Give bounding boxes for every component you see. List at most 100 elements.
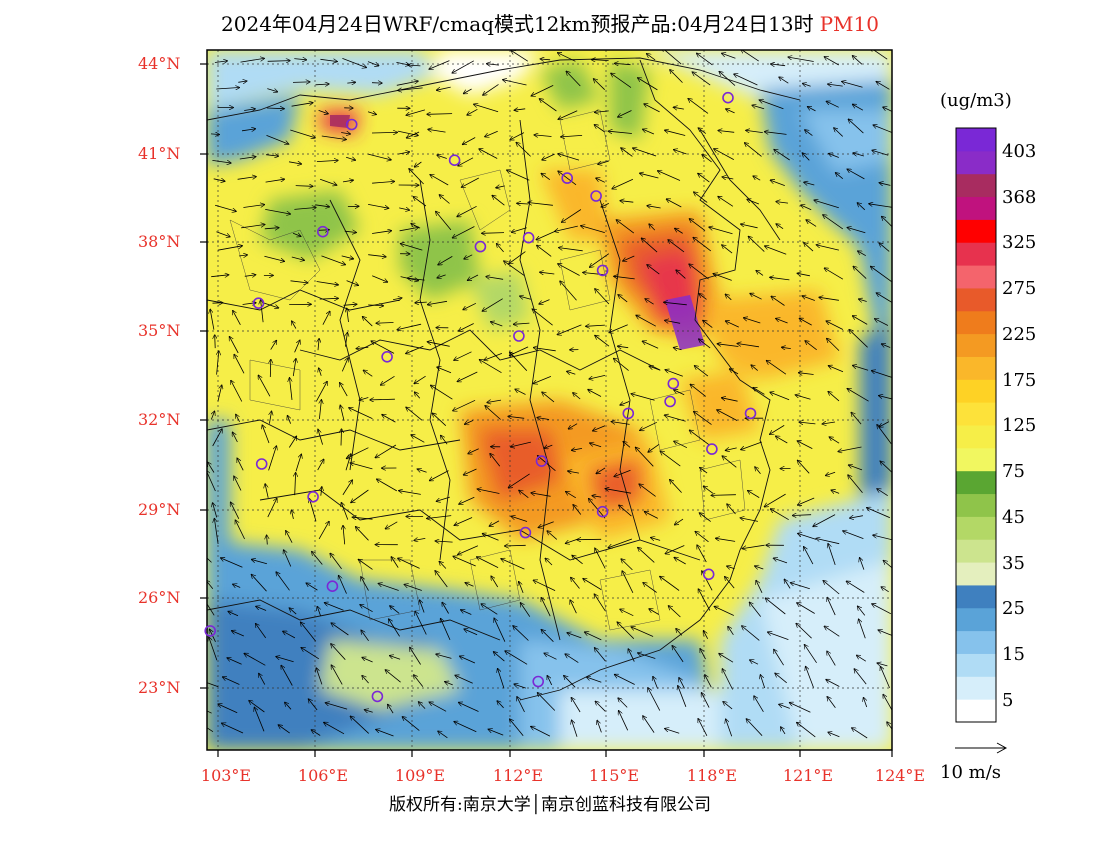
- wind-arrow: [377, 479, 398, 492]
- wind-arrow: [290, 281, 308, 283]
- wind-arrow: [547, 531, 558, 540]
- wind-arrow: [698, 719, 708, 736]
- wind-arrow: [532, 309, 553, 326]
- colorbar-swatch: [956, 676, 996, 700]
- wind-arrow: [284, 550, 292, 567]
- wind-arrow: [406, 109, 426, 115]
- wind-arrow: [822, 422, 836, 424]
- wind-arrow: [692, 72, 711, 86]
- wind-arrow: [292, 510, 294, 519]
- wind-arrow: [214, 61, 227, 63]
- city-site-marker: [381, 350, 393, 363]
- wind-arrow: [717, 410, 738, 421]
- wind-arrow: [340, 383, 348, 397]
- wind-arrow: [414, 675, 424, 687]
- wind-arrow: [318, 522, 329, 540]
- wind-arrow: [286, 531, 293, 543]
- city-site-marker: [345, 118, 358, 131]
- wind-arrow: [695, 532, 709, 543]
- wind-arrow: [389, 619, 400, 637]
- wind-arrow: [561, 135, 583, 137]
- wind-arrow: [459, 496, 475, 504]
- wind-arrow: [511, 441, 531, 447]
- wind-arrow: [877, 425, 892, 444]
- title-text: 2024年04月24日WRF/cmaq模式12km预报产品:04月24日13时: [221, 12, 814, 36]
- wind-arrow: [823, 581, 840, 595]
- wind-arrow: [689, 264, 709, 280]
- wind-arrow: [430, 470, 449, 481]
- wind-arrow: [415, 302, 427, 303]
- wind-arrow: [265, 155, 278, 156]
- wind-arrow: [581, 226, 605, 233]
- wind-arrow: [618, 110, 632, 118]
- city-site-marker: [513, 330, 525, 342]
- wind-arrow: [715, 607, 734, 616]
- colorbar-swatch: [956, 699, 996, 723]
- map-title: 2024年04月24日WRF/cmaq模式12km预报产品:04月24日13时 P…: [0, 8, 1100, 37]
- colorbar-swatch: [956, 379, 996, 403]
- wind-arrow: [558, 110, 578, 120]
- wind-arrow: [347, 309, 349, 323]
- wind-arrow: [828, 732, 840, 738]
- wind-arrow: [264, 255, 284, 261]
- wind-arrow: [566, 71, 581, 87]
- wind-arrow: [541, 630, 554, 642]
- wind-arrow: [590, 443, 602, 448]
- wind-arrow: [415, 612, 427, 635]
- wind-arrow: [397, 130, 418, 135]
- wind-arrow: [595, 336, 610, 347]
- wind-arrow: [295, 454, 301, 472]
- wind-arrow: [849, 465, 863, 471]
- wind-arrow: [674, 390, 685, 396]
- wind-arrow: [413, 197, 427, 207]
- wind-arrow: [857, 655, 867, 662]
- wind-arrow: [341, 358, 348, 372]
- wind-arrow: [647, 265, 660, 275]
- wind-arrow: [341, 256, 354, 259]
- wind-arrow: [879, 396, 892, 400]
- wind-arrow: [823, 215, 844, 230]
- wind-arrow: [596, 178, 605, 183]
- wind-arrow: [404, 585, 422, 591]
- wind-arrow: [697, 545, 707, 563]
- wind-arrow: [321, 255, 346, 265]
- colorbar-unit: (ug/m3): [940, 90, 1012, 111]
- wind-arrow: [531, 493, 551, 497]
- wind-arrow: [509, 251, 526, 264]
- colorbar-label-275: 275: [1002, 278, 1037, 299]
- wind-arrow: [318, 430, 323, 445]
- wind-arrow: [428, 342, 450, 347]
- wind-arrow: [798, 534, 817, 540]
- wind-arrow: [728, 627, 734, 636]
- wind-arrow: [503, 80, 527, 86]
- wind-arrow: [784, 579, 791, 589]
- wind-arrow: [326, 703, 348, 710]
- wind-arrow: [716, 538, 736, 542]
- city-site-marker: [204, 625, 216, 637]
- wind-arrow: [645, 512, 658, 519]
- wind-arrow: [878, 630, 892, 636]
- wind-arrow: [239, 157, 256, 159]
- wind-arrow: [854, 669, 867, 685]
- wind-arrow: [534, 580, 556, 591]
- wind-arrow: [621, 148, 633, 157]
- wind-arrow: [533, 376, 552, 383]
- colorbar-swatch: [956, 173, 996, 198]
- wind-arrow: [217, 351, 219, 375]
- wind-arrow: [509, 473, 530, 488]
- wind-arrow: [240, 58, 265, 63]
- wind-arrow: [411, 435, 425, 443]
- wind-arrow: [843, 531, 864, 539]
- wind-arrow: [883, 695, 892, 711]
- wind-arrow: [853, 56, 863, 65]
- wind-arrow: [452, 60, 474, 73]
- wind-arrow: [618, 346, 629, 348]
- wind-arrow: [590, 253, 610, 267]
- wind-arrow: [806, 667, 814, 688]
- wind-arrow: [340, 405, 345, 421]
- wind-arrow: [722, 456, 737, 468]
- wind-arrow: [776, 436, 788, 444]
- wind-arrow: [864, 698, 868, 708]
- wind-arrow: [339, 576, 347, 594]
- wind-arrow: [231, 381, 243, 402]
